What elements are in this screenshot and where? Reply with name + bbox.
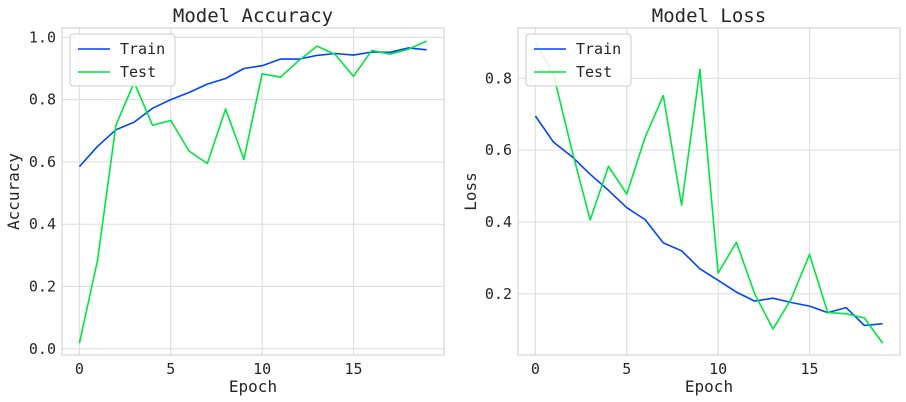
series-line-train [78, 47, 427, 168]
series-line-train [534, 115, 883, 327]
chart-loss: 0 5 10 15 0.2 0.4 0.6 0.8 Model Loss Epoch Loss Tra… [461, 5, 901, 396]
x-tick-label: 10 [253, 360, 271, 378]
y-tick-label: 0.2 [29, 277, 56, 295]
x-tick-label: 10 [709, 360, 727, 378]
chart-title: Model Accuracy [173, 5, 333, 27]
x-tick-label: 5 [622, 360, 631, 378]
y-tick-label: 0.8 [29, 91, 56, 109]
y-tick-label: 1.0 [29, 28, 56, 46]
y-tick-label: 0.0 [29, 340, 56, 358]
legend-label-train: Train [576, 40, 621, 58]
legend-label-test: Test [576, 63, 612, 81]
series-line-test [534, 42, 884, 344]
y-axis-label: Accuracy [4, 153, 23, 230]
y-tick-label: 0.6 [485, 141, 512, 159]
legend: Train Test [525, 33, 632, 87]
legend-box [69, 33, 176, 87]
y-tick-label: 0.2 [485, 285, 512, 303]
legend-label-test: Test [120, 63, 156, 81]
y-tick-label: 0.6 [29, 153, 56, 171]
x-tick-label: 15 [800, 360, 818, 378]
chart-title: Model Loss [652, 5, 766, 27]
legend-box [525, 33, 632, 87]
y-tick-label: 0.4 [485, 213, 512, 231]
plot-frame [61, 27, 445, 356]
x-tick-label: 0 [531, 360, 540, 378]
chart-accuracy: 0 5 10 15 0.0 0.2 0.4 0.6 0.8 1.0 Model Accuracy Ep… [4, 5, 445, 396]
legend-label-train: Train [120, 40, 165, 58]
x-tick-label: 15 [344, 360, 362, 378]
x-axis-label: Epoch [685, 377, 733, 396]
x-tick-label: 5 [166, 360, 175, 378]
y-axis-label: Loss [461, 172, 480, 211]
legend: Train Test [69, 33, 176, 87]
x-axis-label: Epoch [229, 377, 277, 396]
plot-frame [517, 27, 901, 356]
y-tick-label: 0.4 [29, 215, 56, 233]
series-line-test [78, 40, 427, 344]
x-tick-label: 0 [75, 360, 84, 378]
y-tick-label: 0.8 [485, 69, 512, 87]
